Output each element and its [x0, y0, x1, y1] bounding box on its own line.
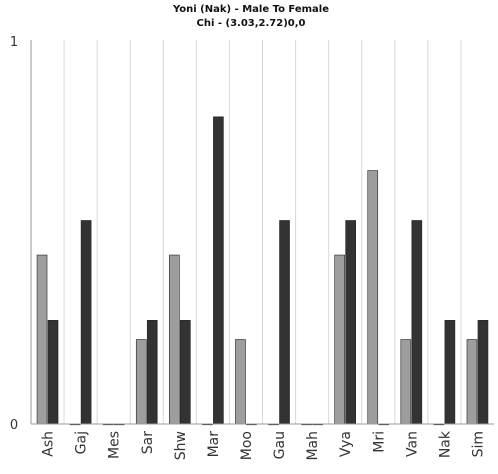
- bar-vya-series-2: [345, 220, 356, 425]
- bar-mar-series-2: [213, 116, 224, 425]
- y-tick-bottom: 0: [10, 418, 18, 433]
- x-tick-label: Gaj: [74, 431, 90, 454]
- bar-mri-series-1: [367, 170, 379, 425]
- bar-van-series-1: [400, 339, 412, 425]
- x-tick-label: Van: [404, 431, 420, 457]
- chart-subtitle: Chi - (3.03,2.72)0,0: [197, 18, 306, 29]
- bar-sar-series-1: [135, 339, 147, 425]
- bar-gau-series-2: [279, 220, 290, 425]
- bar-shw-series-1: [169, 254, 180, 425]
- bar-sar-series-2: [146, 320, 158, 425]
- x-tick-label: Shw: [173, 431, 189, 460]
- x-tick-label: Mri: [371, 431, 387, 453]
- bar-nak-series-2: [444, 320, 456, 425]
- x-tick-label: Vya: [338, 431, 354, 457]
- x-tick-label: Gau: [272, 431, 288, 459]
- grid-lines: [63, 40, 462, 424]
- bar-sim-series-1: [466, 339, 478, 425]
- bar-moo-series-1: [235, 339, 246, 425]
- bars: [36, 116, 489, 426]
- x-tick-label: Mes: [107, 431, 123, 459]
- x-tick-label: Mar: [206, 431, 222, 458]
- bar-van-series-2: [411, 220, 423, 425]
- bar-vya-series-1: [334, 254, 345, 425]
- bar-ash-series-1: [36, 254, 48, 425]
- x-tick-label: Moo: [239, 431, 255, 460]
- x-tick-label: Ash: [41, 431, 57, 457]
- chart-title: Yoni (Nak) - Male To Female: [172, 4, 329, 15]
- x-tick-label: Sar: [140, 431, 156, 454]
- x-tick-label: Nak: [437, 430, 453, 458]
- bar-ash-series-2: [47, 320, 59, 425]
- y-tick-top: 1: [10, 35, 18, 50]
- x-tick-labels: Ash Gaj Mes Sar Shw Mar Moo Gau Mah Vya Mri Van Nak S…: [41, 430, 487, 460]
- bar-sim-series-2: [477, 320, 489, 425]
- x-tick-label: Sim: [470, 431, 486, 457]
- bar-gaj-series-2: [80, 220, 92, 425]
- bar-shw-series-2: [180, 320, 191, 425]
- x-tick-label: Mah: [305, 431, 321, 461]
